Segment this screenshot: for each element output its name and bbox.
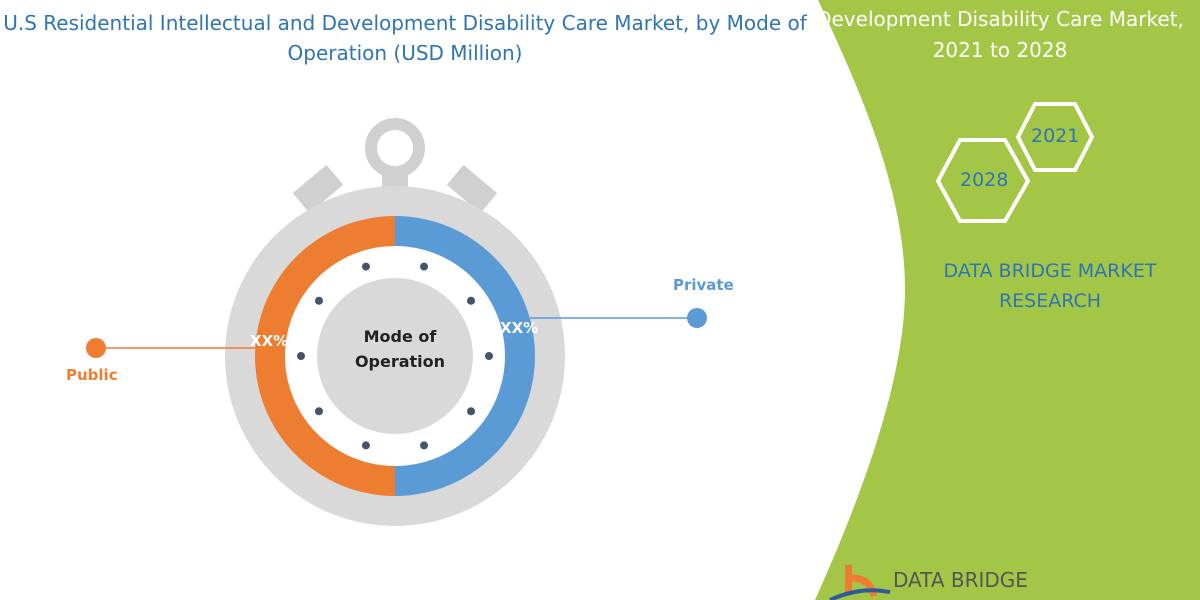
chart-title: U.S Residential Intellectual and Develop… <box>3 11 807 65</box>
donut-center-label: Mode of Operation <box>354 327 446 371</box>
tick-dot <box>297 352 305 360</box>
hexagon-2021 <box>1015 102 1095 172</box>
private-callout-dot <box>687 308 707 328</box>
side-panel-shape <box>815 0 1200 600</box>
legend-label-public: Public <box>66 366 118 384</box>
stopwatch-ticks <box>297 262 493 450</box>
data-label-private: XX% <box>500 319 539 337</box>
public-callout-dot <box>86 338 106 358</box>
tick-dot <box>361 262 370 271</box>
side-panel-title: Development Disability Care Market, 2021… <box>816 7 1184 62</box>
data-label-public: XX% <box>250 332 289 350</box>
hex-label-2028: 2028 <box>960 169 1009 191</box>
tick-dot <box>314 296 323 305</box>
tick-dot <box>485 352 493 360</box>
brand-name: DATA BRIDGE MARKET RESEARCH <box>943 260 1157 312</box>
hexagon-2028 <box>935 138 1031 223</box>
logo-text: DATA BRIDGE <box>893 568 1028 592</box>
hex-label-2021: 2021 <box>1031 125 1080 147</box>
tick-dot <box>467 296 476 305</box>
data-bridge-logo-icon <box>829 565 891 600</box>
legend-label-private: Private <box>673 276 734 294</box>
tick-dot <box>314 407 323 416</box>
tick-dot <box>420 441 429 450</box>
center-circle <box>317 278 473 434</box>
tick-dot <box>467 407 476 416</box>
tick-dot <box>361 441 370 450</box>
tick-dot <box>420 262 429 271</box>
